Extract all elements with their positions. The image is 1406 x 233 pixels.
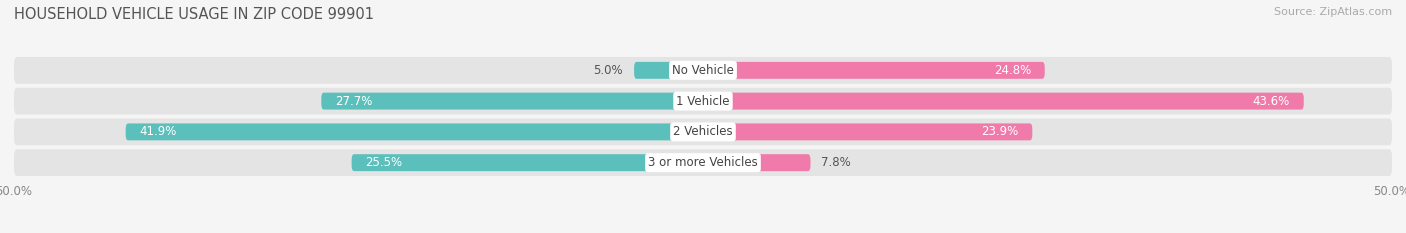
FancyBboxPatch shape (703, 123, 1032, 140)
FancyBboxPatch shape (634, 62, 703, 79)
FancyBboxPatch shape (352, 154, 703, 171)
FancyBboxPatch shape (14, 149, 1392, 176)
FancyBboxPatch shape (14, 88, 1392, 114)
Text: HOUSEHOLD VEHICLE USAGE IN ZIP CODE 99901: HOUSEHOLD VEHICLE USAGE IN ZIP CODE 9990… (14, 7, 374, 22)
Text: 5.0%: 5.0% (593, 64, 623, 77)
FancyBboxPatch shape (703, 62, 1045, 79)
Text: 24.8%: 24.8% (994, 64, 1031, 77)
Text: 1 Vehicle: 1 Vehicle (676, 95, 730, 108)
Text: 43.6%: 43.6% (1253, 95, 1289, 108)
Text: 23.9%: 23.9% (981, 125, 1018, 138)
Text: No Vehicle: No Vehicle (672, 64, 734, 77)
Text: Source: ZipAtlas.com: Source: ZipAtlas.com (1274, 7, 1392, 17)
FancyBboxPatch shape (703, 93, 1303, 110)
FancyBboxPatch shape (703, 154, 810, 171)
FancyBboxPatch shape (322, 93, 703, 110)
Text: 27.7%: 27.7% (335, 95, 373, 108)
Text: 3 or more Vehicles: 3 or more Vehicles (648, 156, 758, 169)
Text: 2 Vehicles: 2 Vehicles (673, 125, 733, 138)
Text: 7.8%: 7.8% (821, 156, 851, 169)
FancyBboxPatch shape (125, 123, 703, 140)
FancyBboxPatch shape (14, 119, 1392, 145)
Text: 25.5%: 25.5% (366, 156, 402, 169)
FancyBboxPatch shape (14, 57, 1392, 84)
Text: 41.9%: 41.9% (139, 125, 177, 138)
